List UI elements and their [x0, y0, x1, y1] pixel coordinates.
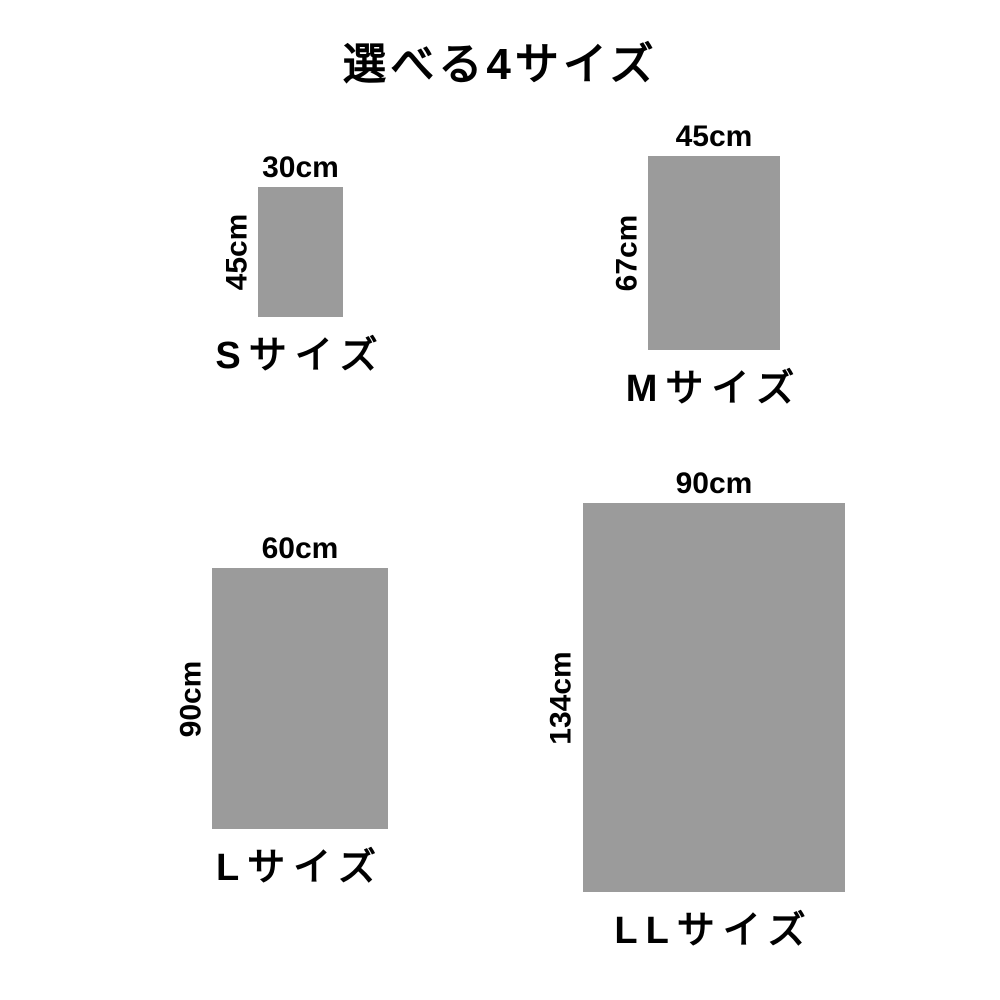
size-ll-height-label: 134cm [545, 650, 579, 745]
size-s-height-label: 45cm [220, 213, 254, 291]
size-m-group: 45cm 67cm Mサイズ [610, 120, 794, 410]
size-s-height-label-wrap: 45cm [216, 187, 258, 317]
size-s-group: 30cm 45cm Sサイズ [215, 151, 377, 377]
size-s-name: Sサイズ [215, 335, 386, 377]
size-ll-height-label-wrap: 134cm [541, 503, 583, 892]
size-m-width-label: 45cm [675, 120, 753, 153]
page-title: 選べる4サイズ [342, 40, 658, 89]
size-m-rectangle [648, 156, 780, 350]
size-s-width-label: 30cm [262, 151, 339, 184]
size-m-height-label: 67cm [610, 214, 644, 292]
size-ll-group: 90cm 134cm LLサイズ [545, 467, 845, 952]
size-l-group: 60cm 90cm Lサイズ [174, 532, 388, 889]
size-ll-width-label: 90cm [675, 467, 753, 500]
size-ll-name: LLサイズ [614, 910, 814, 952]
size-l-rectangle [212, 568, 388, 829]
size-ll-rectangle [583, 503, 845, 892]
size-l-name: Lサイズ [215, 847, 385, 889]
size-s-rectangle [258, 187, 343, 317]
size-l-width-label: 60cm [261, 532, 339, 565]
size-m-name: Mサイズ [625, 368, 803, 410]
size-l-height-label-wrap: 90cm [170, 568, 212, 829]
size-l-height-label: 90cm [174, 660, 208, 737]
size-m-height-label-wrap: 67cm [606, 156, 648, 350]
